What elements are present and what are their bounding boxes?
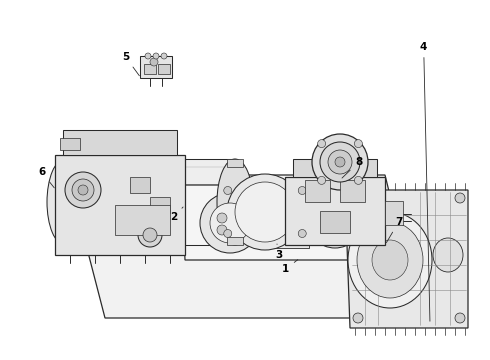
Ellipse shape <box>210 203 250 243</box>
Text: 6: 6 <box>38 167 54 188</box>
Ellipse shape <box>217 225 227 235</box>
Polygon shape <box>182 185 375 260</box>
Polygon shape <box>345 190 468 328</box>
Ellipse shape <box>138 223 162 247</box>
Ellipse shape <box>455 313 465 323</box>
Ellipse shape <box>455 193 465 203</box>
Ellipse shape <box>354 140 363 148</box>
Ellipse shape <box>47 159 83 245</box>
Ellipse shape <box>143 228 157 242</box>
Bar <box>293 159 377 177</box>
Ellipse shape <box>200 193 260 253</box>
Ellipse shape <box>224 186 232 194</box>
Ellipse shape <box>72 179 94 201</box>
Bar <box>150 197 170 213</box>
Ellipse shape <box>353 313 363 323</box>
Bar <box>60 138 80 150</box>
Bar <box>227 159 243 167</box>
Ellipse shape <box>372 240 408 280</box>
Text: 4: 4 <box>420 42 430 321</box>
Bar <box>63 130 177 155</box>
Ellipse shape <box>298 186 306 194</box>
Text: 3: 3 <box>275 244 282 260</box>
Ellipse shape <box>217 159 253 245</box>
Ellipse shape <box>161 53 167 59</box>
Bar <box>315 176 365 188</box>
Bar <box>55 155 185 255</box>
Text: 7: 7 <box>387 217 402 243</box>
Bar <box>305 180 330 202</box>
Bar <box>340 180 365 202</box>
Ellipse shape <box>348 212 432 308</box>
Bar <box>285 177 385 245</box>
Text: 5: 5 <box>122 52 139 76</box>
Ellipse shape <box>145 53 151 59</box>
Ellipse shape <box>354 176 363 184</box>
Ellipse shape <box>328 150 352 174</box>
Ellipse shape <box>320 142 360 182</box>
Ellipse shape <box>357 222 423 298</box>
Ellipse shape <box>318 140 326 148</box>
Bar <box>144 64 156 74</box>
Bar <box>140 56 172 78</box>
Polygon shape <box>65 159 235 245</box>
Ellipse shape <box>433 238 463 272</box>
Text: 2: 2 <box>170 207 183 222</box>
Bar <box>320 211 350 233</box>
Text: 1: 1 <box>282 260 298 274</box>
Ellipse shape <box>227 174 303 250</box>
Ellipse shape <box>307 192 363 248</box>
Bar <box>267 210 309 248</box>
Ellipse shape <box>224 230 232 238</box>
Bar <box>227 237 243 245</box>
Ellipse shape <box>317 202 353 238</box>
Ellipse shape <box>65 172 101 208</box>
Ellipse shape <box>150 58 158 66</box>
Ellipse shape <box>323 208 333 218</box>
Bar <box>130 177 150 193</box>
Ellipse shape <box>353 193 363 203</box>
Bar <box>115 205 170 235</box>
Polygon shape <box>68 175 420 318</box>
Ellipse shape <box>235 182 295 242</box>
Ellipse shape <box>312 134 368 190</box>
Ellipse shape <box>318 176 326 184</box>
Text: 8: 8 <box>342 157 362 178</box>
Ellipse shape <box>153 53 159 59</box>
Ellipse shape <box>335 157 345 167</box>
Ellipse shape <box>217 213 227 223</box>
Bar <box>158 64 170 74</box>
Ellipse shape <box>78 185 88 195</box>
Ellipse shape <box>298 230 306 238</box>
Bar <box>385 201 403 225</box>
